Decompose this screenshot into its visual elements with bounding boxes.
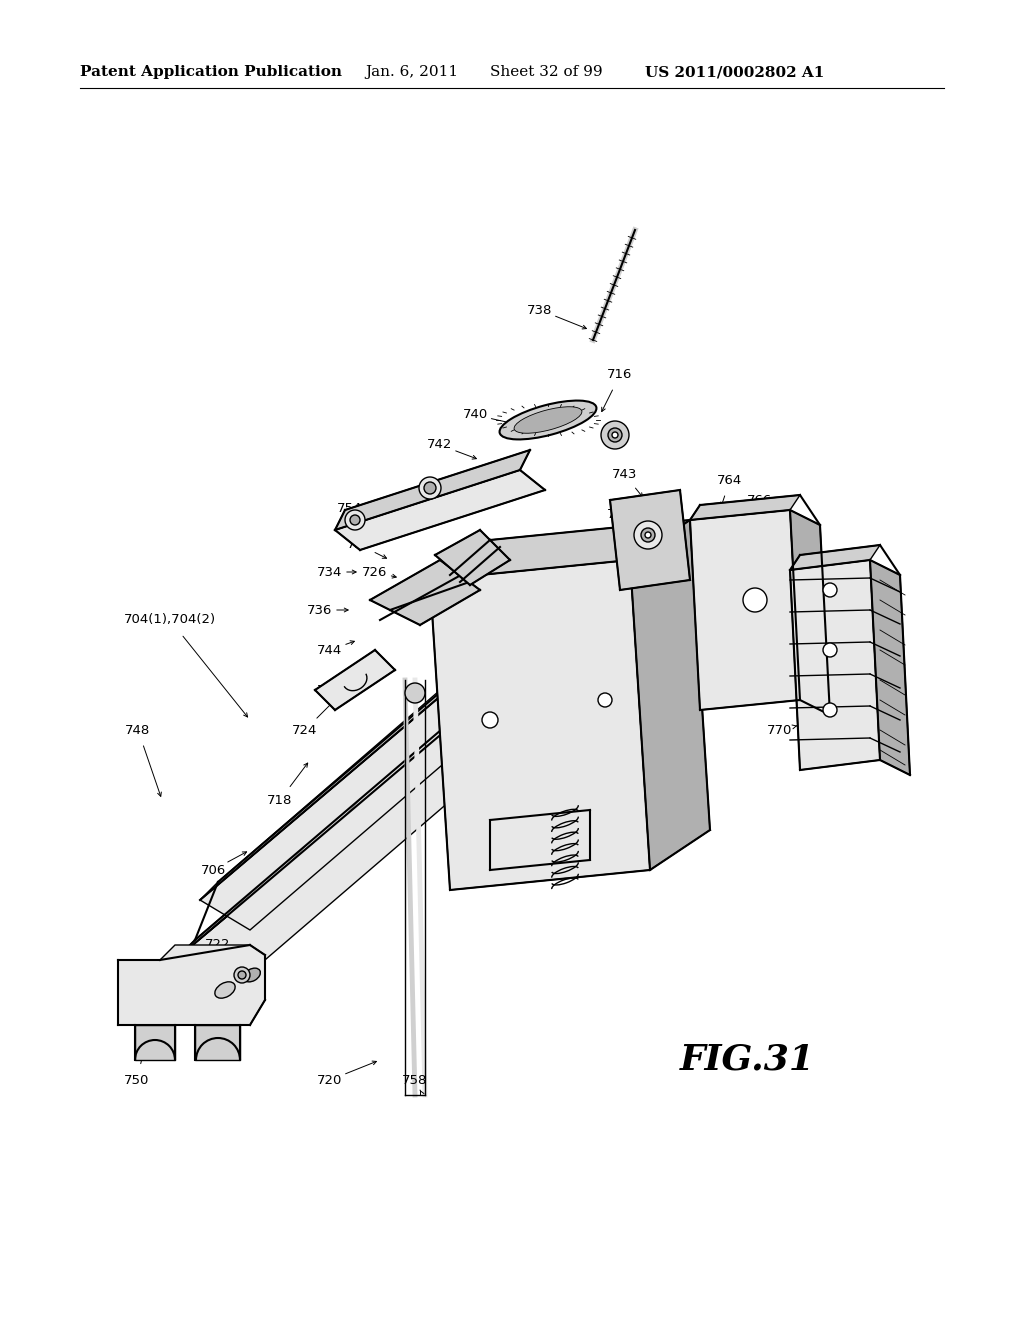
Text: 742: 742: [427, 438, 453, 451]
Polygon shape: [195, 1026, 240, 1060]
Text: 738: 738: [527, 304, 553, 317]
Text: FIG.31: FIG.31: [680, 1043, 815, 1077]
Text: 768: 768: [772, 603, 798, 616]
Text: 715: 715: [517, 693, 543, 706]
Polygon shape: [690, 495, 800, 520]
Circle shape: [612, 432, 618, 438]
Ellipse shape: [244, 968, 260, 982]
Circle shape: [601, 421, 629, 449]
Text: 758: 758: [402, 1073, 428, 1086]
Polygon shape: [435, 531, 510, 585]
Text: 762: 762: [628, 854, 652, 866]
Polygon shape: [135, 1026, 175, 1060]
Text: 720: 720: [317, 1073, 343, 1086]
Polygon shape: [370, 560, 480, 624]
Text: 724: 724: [292, 723, 317, 737]
Text: US 2011/0002802 A1: US 2011/0002802 A1: [645, 65, 824, 79]
Circle shape: [424, 482, 436, 494]
Text: 714: 714: [586, 813, 610, 826]
Polygon shape: [335, 450, 530, 531]
Circle shape: [645, 532, 651, 539]
Polygon shape: [175, 624, 620, 990]
Text: 740: 740: [463, 408, 487, 421]
Circle shape: [743, 587, 767, 612]
Text: 743: 743: [612, 469, 638, 482]
Polygon shape: [870, 560, 910, 775]
Circle shape: [823, 583, 837, 597]
Polygon shape: [118, 945, 265, 1026]
Text: 748: 748: [125, 723, 151, 737]
Text: 747: 747: [317, 684, 343, 697]
Polygon shape: [430, 520, 690, 579]
Circle shape: [234, 968, 250, 983]
Text: 736: 736: [307, 603, 333, 616]
Text: Patent Application Publication: Patent Application Publication: [80, 65, 342, 79]
Text: 760: 760: [772, 553, 798, 566]
Text: 766: 766: [748, 494, 773, 507]
Text: 754: 754: [337, 502, 362, 515]
Text: 752: 752: [607, 508, 633, 521]
Polygon shape: [200, 545, 608, 900]
Polygon shape: [790, 545, 880, 570]
Polygon shape: [630, 520, 710, 870]
Circle shape: [350, 515, 360, 525]
Polygon shape: [200, 565, 640, 931]
Text: 750: 750: [124, 1073, 150, 1086]
Circle shape: [345, 510, 365, 531]
Circle shape: [482, 711, 498, 729]
Text: 706: 706: [201, 863, 225, 876]
Text: 722: 722: [205, 939, 230, 952]
Circle shape: [598, 693, 612, 708]
Polygon shape: [690, 510, 800, 710]
Text: 726: 726: [362, 565, 388, 578]
Circle shape: [823, 704, 837, 717]
Text: 704(1),704(2): 704(1),704(2): [124, 614, 216, 627]
Polygon shape: [335, 470, 545, 550]
Polygon shape: [610, 490, 690, 590]
Circle shape: [634, 521, 662, 549]
Text: 765: 765: [668, 614, 692, 627]
Polygon shape: [790, 510, 830, 715]
Text: 734: 734: [317, 565, 343, 578]
Polygon shape: [175, 605, 585, 960]
Text: 764: 764: [718, 474, 742, 487]
Circle shape: [406, 682, 425, 704]
Polygon shape: [430, 560, 650, 890]
Circle shape: [238, 972, 246, 979]
Circle shape: [823, 643, 837, 657]
Ellipse shape: [215, 982, 236, 998]
Polygon shape: [315, 649, 395, 710]
Circle shape: [419, 477, 441, 499]
Text: 718: 718: [267, 793, 293, 807]
Text: 728: 728: [347, 539, 373, 552]
Circle shape: [641, 528, 655, 543]
Text: 744: 744: [317, 644, 343, 656]
Text: 716: 716: [607, 368, 633, 381]
Text: 772: 772: [762, 659, 787, 672]
Text: 770: 770: [767, 723, 793, 737]
Text: Jan. 6, 2011: Jan. 6, 2011: [365, 65, 458, 79]
Circle shape: [608, 428, 622, 442]
Ellipse shape: [500, 400, 596, 440]
Text: Sheet 32 of 99: Sheet 32 of 99: [490, 65, 603, 79]
Ellipse shape: [514, 407, 582, 433]
Polygon shape: [790, 560, 880, 770]
